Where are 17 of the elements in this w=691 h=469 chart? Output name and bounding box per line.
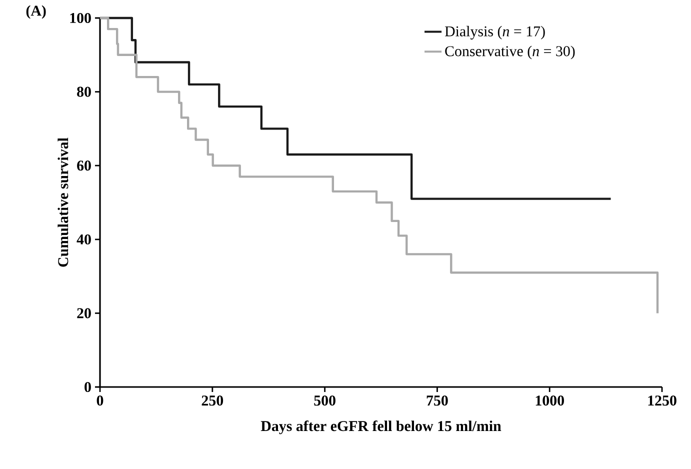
- y-axis-title: Cumulative survival: [58, 138, 68, 267]
- y-tick-label: 60: [77, 160, 91, 171]
- chart-title: (A): [26, 5, 46, 19]
- legend-label: Conservative (n = 30): [445, 46, 575, 60]
- x-tick-label: 750: [426, 396, 448, 406]
- x-axis-title: Days after eGFR fell below 15 ml/min: [260, 420, 502, 434]
- x-tick-label: 250: [202, 396, 224, 406]
- x-tick-label: 0: [96, 396, 104, 406]
- x-tick-label: 500: [314, 396, 336, 406]
- y-tick-label: 20: [77, 308, 91, 318]
- legend-label: Dialysis (n = 17): [444, 26, 545, 40]
- x-tick-label: 1250: [648, 396, 676, 406]
- x-tick-label: 1000: [536, 396, 564, 406]
- y-tick-label: 40: [76, 234, 91, 244]
- y-tick-label: 80: [77, 86, 91, 97]
- y-tick-label: 0: [84, 382, 91, 392]
- y-tick-label: 100: [70, 12, 91, 24]
